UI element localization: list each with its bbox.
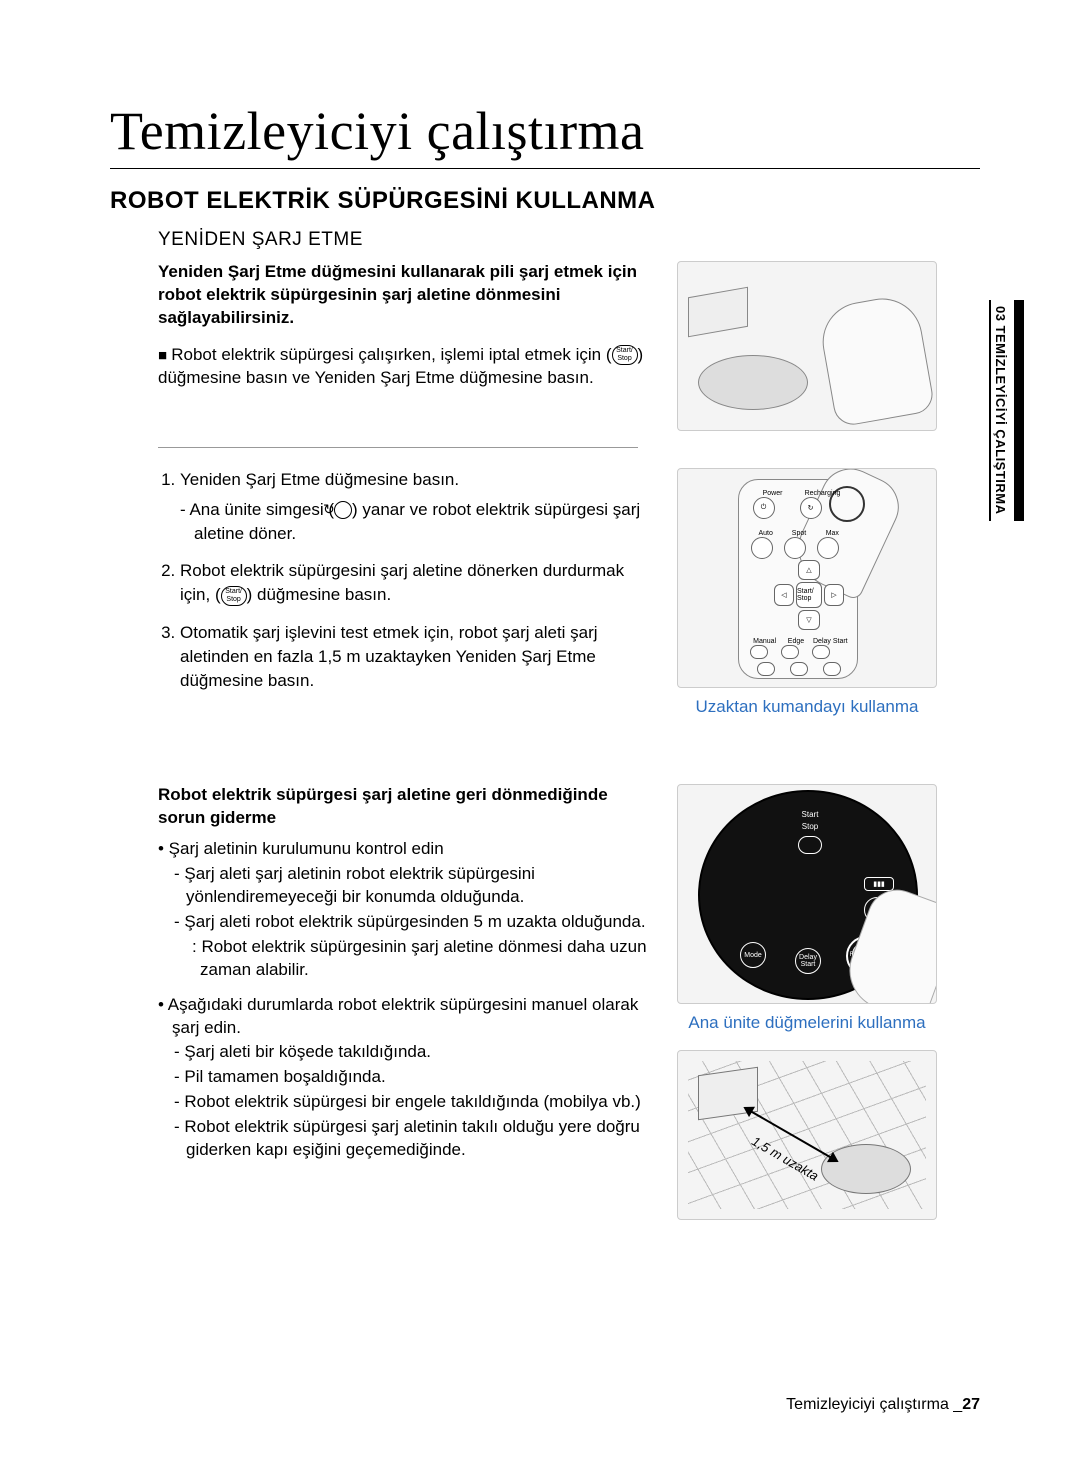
row-intro: Yeniden Şarj Etme düğmesini kullanarak p… [110,261,980,431]
illustration-remote-to-dock [677,261,937,431]
step-2: Robot elektrik süpürgesini şarj aletine … [180,559,648,607]
trouble-b1b-s1: - Şarj aleti bir köşede takıldığında. [158,1041,648,1064]
row-trouble: Robot elektrik süpürgesi şarj aletine ge… [110,784,980,1220]
divider [158,447,638,448]
square-bullet-icon: ■ [158,347,171,364]
trouble-list: • Şarj aletinin kurulumunu kontrol edin … [158,838,648,1162]
trouble-b1b: • Aşağıdaki durumlarda robot elektrik sü… [158,994,648,1040]
section-heading: ROBOT ELEKTRİK SÜPÜRGESİNİ KULLANMA [110,187,980,215]
page-title: Temizleyiciyi çalıştırma [110,100,980,169]
illustration-distance: 1,5 m uzakta [677,1050,937,1220]
startstop-icon: Start/ Stop [221,586,247,606]
side-tab: 03 TEMİZLEYİCİYİ ÇALIŞTIRMA [989,300,1010,521]
note-pre: Robot elektrik süpürgesi çalışırken, işl… [171,345,611,364]
step-1: Yeniden Şarj Etme düğmesine basın. - Ana… [180,468,648,545]
caption-remote: Uzaktan kumandayı kullanma [695,696,918,718]
step-3: Otomatik şarj işlevini test etmek için, … [180,621,648,692]
startstop-icon: Start/ Stop [612,345,638,365]
sub-heading: YENİDEN ŞARJ ETME [158,229,980,251]
trouble-b1a: • Şarj aletinin kurulumunu kontrol edin [158,838,648,861]
step-1-sub: - Ana ünite simgesi () yanar ve robot el… [180,498,648,546]
illustration-unit-buttons: Start Stop ▮▮▮ ↻ Mode Delay Start Rechar… [677,784,937,1004]
trouble-b1b-s4: - Robot elektrik süpürgesi şarj aletinin… [158,1116,648,1162]
note-block: ■ Robot elektrik süpürgesi çalışırken, i… [158,344,648,390]
trouble-heading: Robot elektrik süpürgesi şarj aletine ge… [158,784,648,830]
steps-list: Yeniden Şarj Etme düğmesine basın. - Ana… [180,468,648,692]
trouble-b1a-s1: - Şarj aleti şarj aletinin robot elektri… [158,863,648,909]
page-footer: Temizleyiciyi çalıştırma _27 [786,1396,980,1414]
trouble-b1b-s2: - Pil tamamen boşaldığında. [158,1066,648,1089]
trouble-b1b-s3: - Robot elektrik süpürgesi bir engele ta… [158,1091,648,1114]
recharge-icon [334,501,352,519]
row-steps: Yeniden Şarj Etme düğmesine basın. - Ana… [110,468,980,718]
caption-unit: Ana ünite düğmelerini kullanma [688,1012,925,1034]
intro-bold: Yeniden Şarj Etme düğmesini kullanarak p… [158,261,648,330]
trouble-b1a-s2: - Şarj aleti robot elektrik süpürgesinde… [158,911,648,934]
trouble-b1a-s2-sub: : Robot elektrik süpürgesinin şarj aleti… [158,936,648,982]
illustration-remote-hand: Power⏻ Recharging↻ Auto Spot Max △ ◁ Sta… [677,468,937,688]
